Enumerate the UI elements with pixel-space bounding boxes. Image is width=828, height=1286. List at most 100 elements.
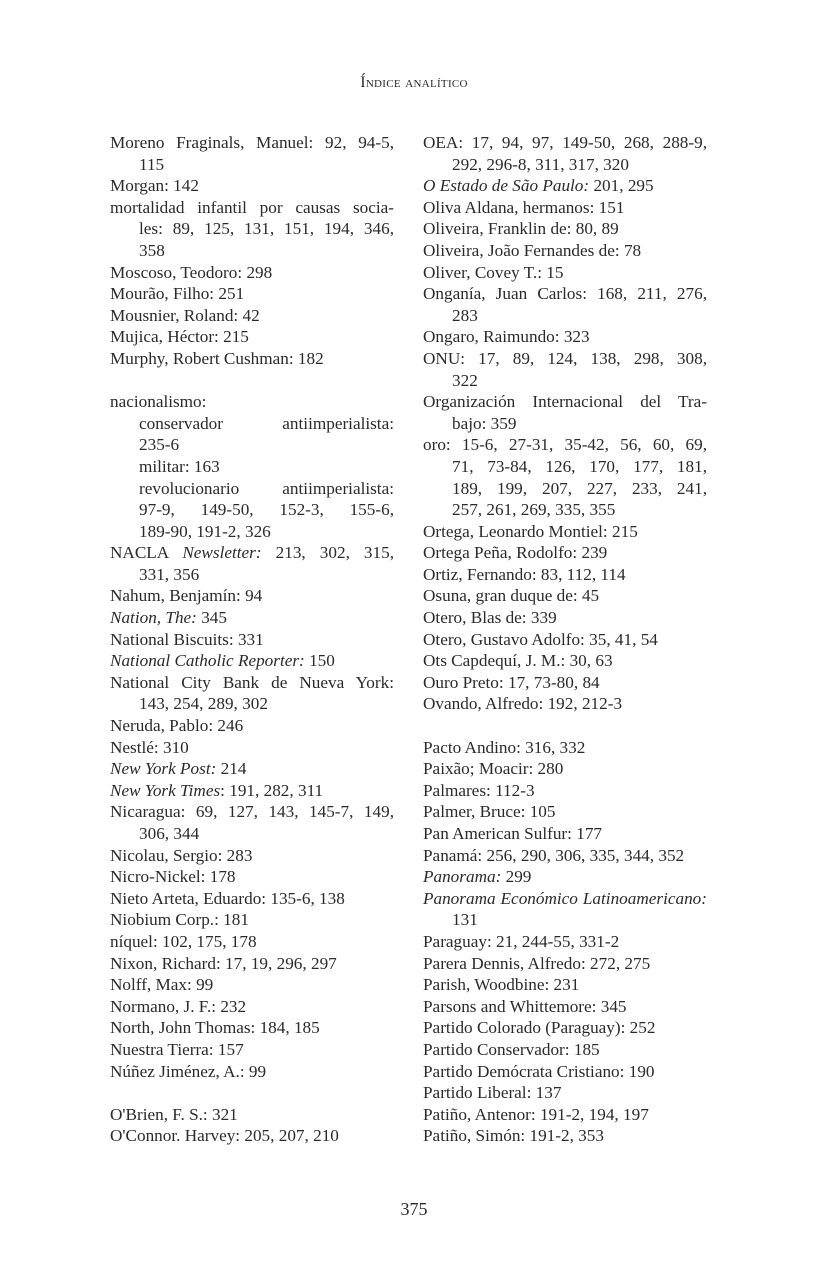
index-entry-line: Nicro-Nickel: 178 bbox=[110, 866, 394, 888]
index-entry-line: Mujica, Héctor: 215 bbox=[110, 326, 394, 348]
index-entry-line: Nolff, Max: 99 bbox=[110, 974, 394, 996]
index-entry: Murphy, Robert Cushman: 182 bbox=[110, 348, 394, 370]
entry-text: Partido Colorado (Paraguay): 252 bbox=[423, 1018, 656, 1038]
entry-text: Ovando, Alfredo: 192, 212-3 bbox=[423, 694, 623, 714]
index-entry-line: bajo: 359 bbox=[423, 413, 707, 435]
entry-text: Oliveira, Franklin de: 80, 89 bbox=[423, 219, 619, 239]
index-entry-line: OEA: 17, 94, 97, 149-50, 268, 288-9, bbox=[423, 132, 707, 154]
entry-text: Oliver, Covey T.: 15 bbox=[423, 262, 564, 282]
entry-text: 115 bbox=[139, 154, 165, 174]
entry-italic-title: National Catholic Reporter: bbox=[110, 651, 305, 671]
entry-text: North, John Thomas: 184, 185 bbox=[110, 1018, 320, 1038]
index-entry: NACLA Newsletter: 213, 302, 315, 331, 356 bbox=[110, 542, 394, 585]
running-header: Índice analítico bbox=[360, 74, 468, 91]
index-entry-line: 306, 344 bbox=[110, 823, 394, 845]
index-entry: Nahum, Benjamín: 94 bbox=[110, 585, 394, 607]
entry-text: Nuestra Tierra: 157 bbox=[110, 1039, 244, 1059]
index-entry-line: Parish, Woodbine: 231 bbox=[423, 974, 707, 996]
entry-italic-title: New York Times bbox=[110, 780, 221, 800]
entry-text: 213, 302, 315, bbox=[261, 543, 394, 563]
index-entry: Partido Demócrata Cristiano: 190 bbox=[423, 1061, 707, 1083]
index-entry: Partido Liberal: 137 bbox=[423, 1082, 707, 1104]
entry-text: Ots Capdequí, J. M.: 30, 63 bbox=[423, 651, 613, 671]
index-entry: Neruda, Pablo: 246 bbox=[110, 715, 394, 737]
entry-italic-title: New York Post: bbox=[110, 759, 217, 779]
index-entry-line: 71, 73-84, 126, 170, 177, 181, bbox=[423, 456, 707, 478]
index-entry: oro: 15-6, 27-31, 35-42, 56, 60, 69, 71, … bbox=[423, 434, 707, 520]
index-entry: Nixon, Richard: 17, 19, 296, 297 bbox=[110, 953, 394, 975]
index-entry: Ovando, Alfredo: 192, 212-3 bbox=[423, 693, 707, 715]
entry-text: militar: 163 bbox=[139, 456, 220, 476]
index-entry: Panorama Económico Latinoamericano: 131 bbox=[423, 888, 707, 931]
entry-text: 235-6 bbox=[139, 435, 180, 455]
index-entry-line: 235-6 bbox=[110, 434, 394, 456]
index-entry: Ortega, Leonardo Montiel: 215 bbox=[423, 521, 707, 543]
index-entry: Moreno Fraginals, Manuel: 92, 94-5, 115 bbox=[110, 132, 394, 175]
index-entry: Osuna, gran duque de: 45 bbox=[423, 585, 707, 607]
entry-text: Pacto Andino: 316, 332 bbox=[423, 737, 586, 757]
index-entry-line: Nicolau, Sergio: 283 bbox=[110, 845, 394, 867]
index-entry: National Catholic Reporter: 150 bbox=[110, 650, 394, 672]
blank-line bbox=[423, 715, 707, 737]
entry-text: 299 bbox=[501, 867, 532, 887]
index-entry-line: North, John Thomas: 184, 185 bbox=[110, 1017, 394, 1039]
index-entry-line: New York Times: 191, 282, 311 bbox=[110, 780, 394, 802]
index-entry-line: Nestlé: 310 bbox=[110, 737, 394, 759]
index-entry-line: Ouro Preto: 17, 73-80, 84 bbox=[423, 672, 707, 694]
index-entry: Palmares: 112-3 bbox=[423, 780, 707, 802]
index-entry: Parsons and Whittemore: 345 bbox=[423, 996, 707, 1018]
entry-text: Ongaro, Raimundo: 323 bbox=[423, 327, 590, 347]
entry-text: Panamá: 256, 290, 306, 335, 344, 352 bbox=[423, 845, 685, 865]
page-number: 375 bbox=[400, 1199, 428, 1219]
entry-text: 71, 73-84, 126, 170, 177, 181, bbox=[452, 456, 707, 476]
index-entry: Patiño, Antenor: 191-2, 194, 197 bbox=[423, 1104, 707, 1126]
entry-text: Nieto Arteta, Eduardo: 135-6, 138 bbox=[110, 888, 345, 908]
entry-text: Patiño, Simón: 191-2, 353 bbox=[423, 1126, 604, 1146]
entry-text: les: 89, 125, 131, 151, 194, 346, bbox=[139, 219, 394, 239]
entry-text: Ortega Peña, Rodolfo: 239 bbox=[423, 543, 608, 563]
entry-text: Partido Demócrata Cristiano: 190 bbox=[423, 1061, 655, 1081]
index-entry: Panorama: 299 bbox=[423, 866, 707, 888]
index-entry: Onganía, Juan Carlos: 168, 211, 276, 283 bbox=[423, 283, 707, 326]
index-entry-line: conservador antiimperialista: bbox=[110, 413, 394, 435]
index-entry: Normano, J. F.: 232 bbox=[110, 996, 394, 1018]
entry-text: Murphy, Robert Cushman: 182 bbox=[110, 348, 324, 368]
entry-italic-title: Newsletter: bbox=[182, 543, 262, 563]
index-entry-line: Núñez Jiménez, A.: 99 bbox=[110, 1061, 394, 1083]
index-entry-line: Onganía, Juan Carlos: 168, 211, 276, bbox=[423, 283, 707, 305]
entry-text: : 191, 282, 311 bbox=[220, 780, 324, 800]
index-entry-line: 358 bbox=[110, 240, 394, 262]
index-entry-line: O'Brien, F. S.: 321 bbox=[110, 1104, 394, 1126]
index-entry: Organización Internacional del Tra-bajo:… bbox=[423, 391, 707, 434]
index-entry: conservador antiimperialista: 235-6 bbox=[110, 413, 394, 456]
index-entry-line: Nieto Arteta, Eduardo: 135-6, 138 bbox=[110, 888, 394, 910]
index-entry-line: 115 bbox=[110, 154, 394, 176]
index-entry: Nestlé: 310 bbox=[110, 737, 394, 759]
index-entry-line: Ortega, Leonardo Montiel: 215 bbox=[423, 521, 707, 543]
index-entry: Morgan: 142 bbox=[110, 175, 394, 197]
index-entry-line: 131 bbox=[423, 909, 707, 931]
entry-text: 306, 344 bbox=[139, 824, 200, 843]
index-entry: Niobium Corp.: 181 bbox=[110, 909, 394, 931]
index-entry: Paixão; Moacir: 280 bbox=[423, 758, 707, 780]
index-entry: Pacto Andino: 316, 332 bbox=[423, 737, 707, 759]
entry-text: Ouro Preto: 17, 73-80, 84 bbox=[423, 672, 600, 692]
entry-text: 131 bbox=[452, 910, 478, 930]
entry-text: Organización Internacional del Tra- bbox=[423, 392, 707, 412]
entry-prefix: NACLA bbox=[110, 543, 183, 563]
entry-text: 189, 199, 207, 227, 233, 241, bbox=[452, 478, 707, 498]
entry-text: Morgan: 142 bbox=[110, 176, 199, 196]
index-entry: New York Times: 191, 282, 311 bbox=[110, 780, 394, 802]
index-entry-line: Nuestra Tierra: 157 bbox=[110, 1039, 394, 1061]
entry-text: Paixão; Moacir: 280 bbox=[423, 759, 564, 779]
entry-text: Parish, Woodbine: 231 bbox=[423, 975, 580, 995]
entry-text: conservador antiimperialista: bbox=[139, 413, 394, 433]
index-entry-line: Niobium Corp.: 181 bbox=[110, 909, 394, 931]
index-entry: Otero, Gustavo Adolfo: 35, 41, 54 bbox=[423, 629, 707, 651]
entry-text: 189-90, 191-2, 326 bbox=[139, 521, 271, 541]
entry-text: National City Bank de Nueva York: bbox=[110, 672, 394, 692]
index-entry: Paraguay: 21, 244-55, 331-2 bbox=[423, 931, 707, 953]
index-entry-line: New York Post: 214 bbox=[110, 758, 394, 780]
index-entry-line: Partido Liberal: 137 bbox=[423, 1082, 707, 1104]
entry-text: O'Brien, F. S.: 321 bbox=[110, 1104, 238, 1124]
